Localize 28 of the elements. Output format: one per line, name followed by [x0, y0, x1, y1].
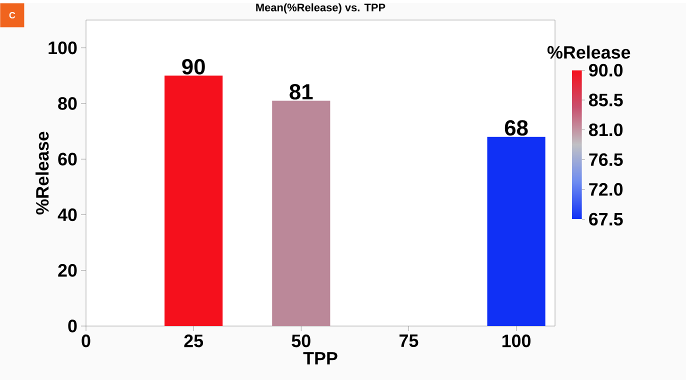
y-tick-label: 100	[48, 41, 77, 54]
color-bar-label: 81.0	[588, 123, 623, 136]
bar	[487, 136, 546, 326]
color-bar-label: 85.5	[588, 94, 623, 106]
color-bar-label: 67.5	[589, 212, 623, 226]
chart-title: Mean(%Release) vs. TPP	[256, 3, 386, 14]
y-axis-title: %Release	[36, 132, 49, 214]
x-tick-label: 75	[400, 334, 418, 348]
y-tick-label: 80	[58, 97, 77, 110]
data-label: 90	[182, 58, 205, 74]
color-bar-label: 76.5	[589, 153, 623, 166]
x-tick-label: 25	[184, 334, 204, 348]
color-bar-label: 90.0	[589, 64, 623, 77]
bar	[164, 76, 223, 326]
x-tick-label: 50	[292, 334, 310, 348]
data-label: 81	[290, 84, 313, 100]
color-bar-title: %Release	[547, 46, 630, 59]
data-label: 68	[504, 120, 528, 136]
x-tick-label: 0	[82, 334, 90, 348]
y-tick-label: 0	[68, 320, 77, 332]
bar	[272, 100, 330, 326]
y-tick-label: 40	[58, 208, 77, 222]
x-axis-title: TPP	[303, 352, 338, 364]
text: C	[9, 12, 16, 18]
color-bar-label: 72.0	[589, 183, 623, 196]
y-tick-label: 20	[58, 264, 77, 277]
y-tick-label: 60	[58, 152, 77, 166]
x-tick-label: 100	[502, 334, 530, 348]
